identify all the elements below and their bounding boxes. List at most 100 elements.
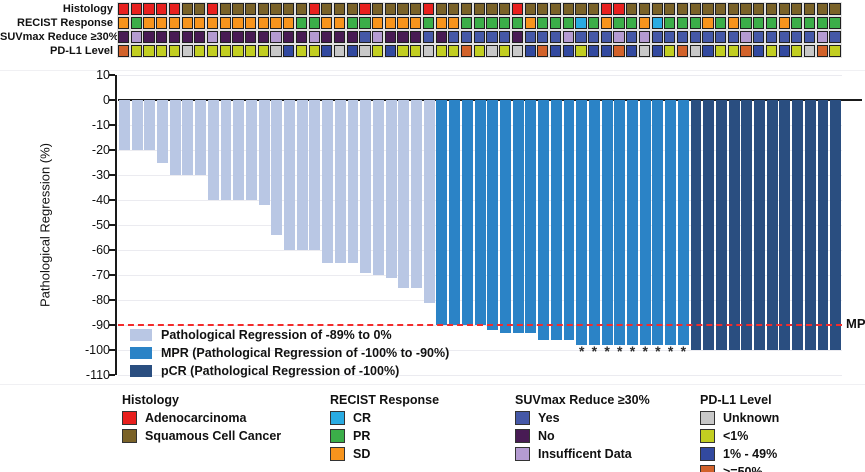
track-cell-histology [588, 3, 600, 15]
track-cell-pdl1 [156, 45, 168, 57]
track-cell-histology [664, 3, 676, 15]
track-cell-pdl1 [206, 45, 219, 57]
bar-column [436, 100, 449, 325]
regression-bar [436, 100, 448, 325]
track-cell-suvmax [486, 31, 498, 43]
bar-column [817, 100, 830, 350]
bar-series: * * * * * * * * * [118, 100, 842, 375]
track-cell-suvmax [715, 31, 727, 43]
track-cell-recist [181, 17, 193, 29]
track-squares-histology [118, 3, 842, 15]
track-cell-suvmax [803, 31, 816, 43]
regression-bar [233, 100, 245, 200]
track-cell-recist [664, 17, 676, 29]
legend-swatch [700, 447, 715, 461]
legend-item: Squamous Cell Cancer [122, 427, 281, 445]
bar-column [563, 100, 576, 340]
track-cell-histology [448, 3, 460, 15]
legend-swatch [700, 429, 715, 443]
track-cell-histology [549, 3, 562, 15]
regression-bar [169, 100, 181, 175]
track-cell-histology [270, 3, 282, 15]
track-cell-histology [206, 3, 219, 15]
track-cell-pdl1 [257, 45, 269, 57]
bar-column [791, 100, 804, 350]
legend-item: Yes [515, 409, 650, 427]
track-cell-recist [194, 17, 206, 29]
track-cell-recist [232, 17, 244, 29]
track-cell-pdl1 [664, 45, 676, 57]
regression-bar [499, 100, 511, 333]
regression-bar [588, 100, 600, 345]
track-cell-recist [359, 17, 371, 29]
track-cell-pdl1 [803, 45, 816, 57]
track-cell-histology [194, 3, 206, 15]
track-cell-recist [600, 17, 612, 29]
track-cell-pdl1 [283, 45, 295, 57]
track-cell-histology [308, 3, 320, 15]
track-cell-histology [486, 3, 498, 15]
track-cell-recist [283, 17, 295, 29]
bar-column [220, 100, 233, 200]
track-cell-histology [245, 3, 257, 15]
regression-bar [525, 100, 537, 333]
legend-swatch [122, 411, 137, 425]
track-cell-histology [359, 3, 371, 15]
track-cell-suvmax [613, 31, 625, 43]
y-axis-title: Pathological Regression (%) [37, 142, 53, 308]
legend-row-mpr: MPR (Pathological Regression of -100% to… [130, 344, 449, 362]
regression-bar [741, 100, 753, 350]
asterisk-marker: * [604, 343, 610, 359]
track-cell-histology [460, 3, 473, 15]
track-cell-histology [689, 3, 701, 15]
regression-bar [538, 100, 550, 340]
track-cell-pdl1 [562, 45, 574, 57]
bar-column [232, 100, 245, 200]
asterisk-marker: * [667, 343, 674, 359]
track-cell-suvmax [727, 31, 739, 43]
regression-bar [385, 100, 397, 278]
regression-bar [728, 100, 740, 350]
track-row-recist: RECIST Response [0, 17, 865, 30]
y-tick [109, 124, 115, 126]
regression-bar [296, 100, 308, 250]
track-cell-suvmax [346, 31, 358, 43]
track-cell-recist [397, 17, 409, 29]
legend-label: SD [353, 447, 371, 461]
y-tick-label: -70 [91, 268, 110, 282]
legend-item: Adenocarcinoma [122, 409, 281, 427]
track-cell-suvmax [245, 31, 257, 43]
track-cell-pdl1 [143, 45, 155, 57]
track-cell-histology [499, 3, 511, 15]
regression-bar [715, 100, 727, 350]
track-cell-pdl1 [676, 45, 689, 57]
track-cell-recist [562, 17, 574, 29]
bar-column: * [588, 100, 601, 358]
track-cell-suvmax [118, 31, 130, 43]
track-cell-suvmax [778, 31, 790, 43]
regression-bar [576, 100, 588, 345]
regression-bar [550, 100, 562, 340]
track-cell-histology [257, 3, 269, 15]
track-cell-pdl1 [702, 45, 714, 57]
track-cell-histology [333, 3, 346, 15]
regression-bar [284, 100, 295, 250]
track-cell-histology [613, 3, 625, 15]
bar-column [143, 100, 156, 150]
regression-bar [830, 100, 842, 350]
mpr-threshold-label: MPR [846, 316, 865, 331]
gridline [118, 75, 842, 76]
track-cell-histology [715, 3, 727, 15]
track-cell-histology [740, 3, 752, 15]
track-cell-histology [321, 3, 333, 15]
legend-item: Unknown [700, 409, 779, 427]
bar-column [804, 100, 817, 350]
asterisk-marker: * [578, 343, 585, 359]
track-squares-suvmax [118, 31, 842, 43]
track-cell-histology [346, 3, 358, 15]
track-cell-recist [676, 17, 689, 29]
bar-column [512, 100, 525, 333]
bar-column: * [626, 100, 639, 358]
bar-column [156, 100, 169, 163]
track-cell-histology [638, 3, 651, 15]
